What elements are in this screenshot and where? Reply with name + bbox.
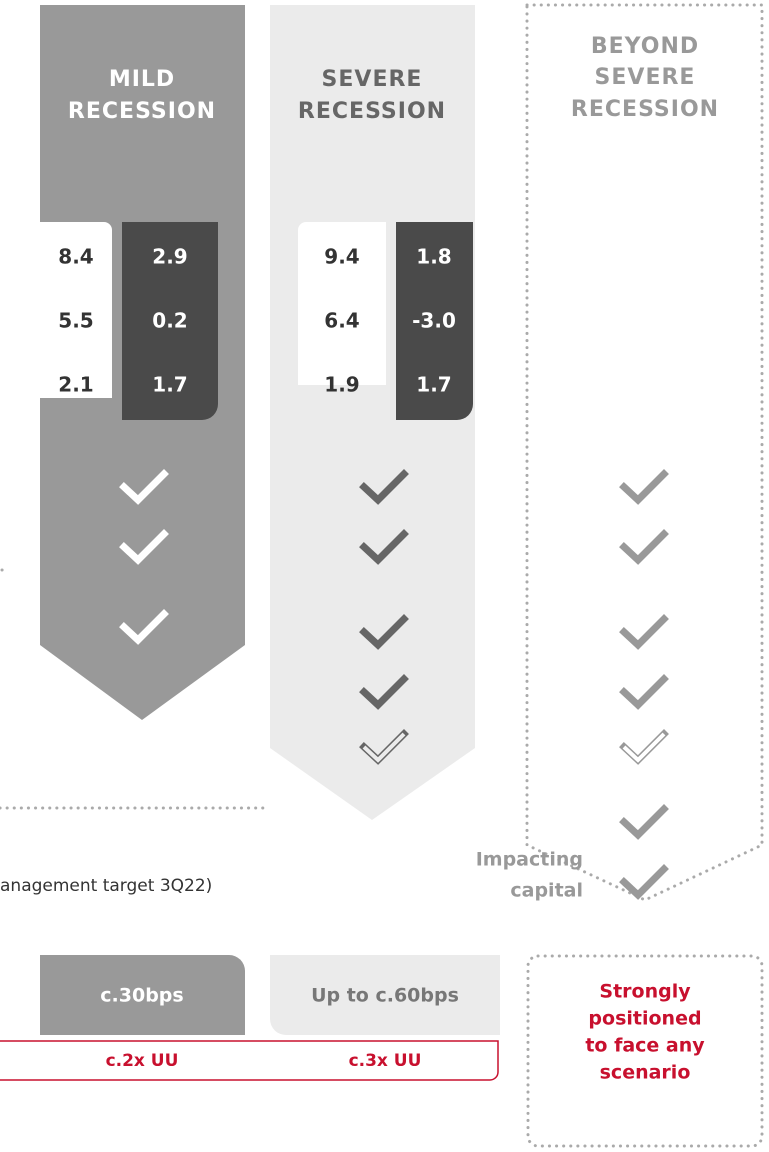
value: -3.0 [412, 309, 456, 333]
value-box [396, 222, 473, 420]
value: 1.7 [152, 373, 187, 397]
side-label: Impacting [476, 849, 583, 871]
check [119, 609, 169, 645]
note-box [526, 954, 764, 1148]
cost-box [270, 955, 500, 1035]
value: 0.2 [152, 309, 187, 333]
multiple: c.3x UU [349, 1051, 422, 1071]
multiple: c.2x UU [106, 1051, 179, 1071]
check [619, 529, 669, 565]
title: RECESSION [571, 97, 719, 122]
multiple-box [0, 1040, 499, 1081]
title: MILD [109, 67, 175, 92]
check-group [119, 469, 169, 645]
check [359, 469, 409, 505]
check [619, 864, 669, 900]
value-box [298, 222, 386, 385]
note: scenario [600, 1062, 691, 1084]
cost: c.30bps [100, 985, 183, 1007]
check-group [619, 469, 669, 900]
check [619, 804, 669, 840]
check-group [359, 469, 409, 710]
value-box [122, 222, 218, 420]
outline-check-inner [362, 732, 406, 763]
value: 1.7 [416, 373, 451, 397]
value: 1.9 [324, 373, 359, 397]
check [359, 674, 409, 710]
value: 2.9 [152, 245, 187, 269]
check [619, 674, 669, 710]
severe-column [270, 5, 475, 820]
note: Strongly [599, 981, 691, 1003]
title: SEVERE [322, 67, 423, 92]
cost-box [40, 955, 245, 1035]
value: 8.4 [58, 245, 93, 269]
value: 1.8 [416, 245, 451, 269]
check [619, 469, 669, 505]
check [119, 529, 169, 565]
check [359, 529, 409, 565]
note: to face any [585, 1035, 705, 1057]
side-label: capital [510, 880, 583, 902]
title: RECESSION [298, 99, 446, 124]
value: 9.4 [324, 245, 359, 269]
check [359, 614, 409, 650]
value-box [40, 222, 112, 398]
footnote: anagement target 3Q22) [0, 876, 212, 896]
title: RECESSION [68, 99, 216, 124]
note: positioned [588, 1008, 701, 1030]
check [619, 614, 669, 650]
beyond-column [525, 3, 764, 902]
value: 6.4 [324, 309, 359, 333]
title: BEYOND [591, 34, 699, 59]
title: SEVERE [595, 65, 696, 90]
outline-check-inner [622, 732, 666, 763]
cost: Up to c.60bps [311, 985, 459, 1007]
value: 5.5 [58, 309, 93, 333]
check [119, 469, 169, 505]
value: 2.1 [58, 373, 93, 397]
